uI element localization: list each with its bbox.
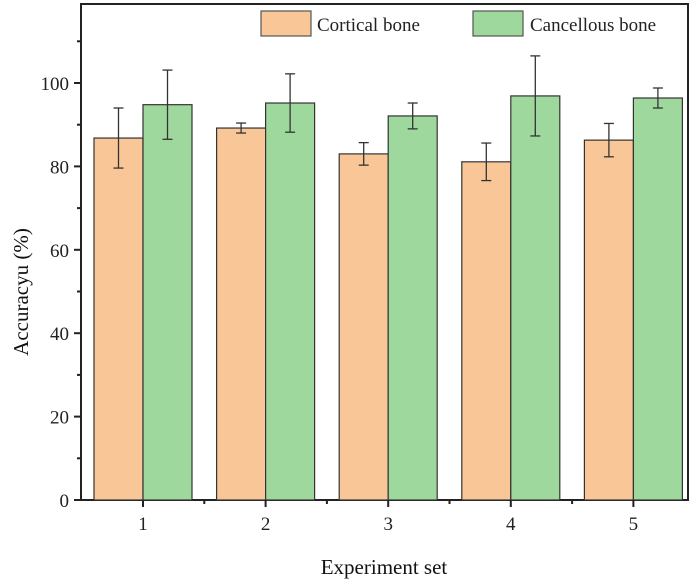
bar-cancellous-3 bbox=[387, 115, 438, 501]
error-bars bbox=[113, 55, 663, 182]
error-bar-cortical-3 bbox=[358, 141, 369, 166]
bar-cortical-4 bbox=[461, 161, 512, 501]
bar-cancellous-4 bbox=[510, 95, 561, 501]
bars bbox=[93, 95, 684, 501]
bar-cortical-3 bbox=[338, 153, 389, 501]
y-tick-label: 60 bbox=[50, 241, 69, 262]
error-bar-cortical-5 bbox=[603, 122, 614, 158]
legend-swatch-cancellous bbox=[472, 10, 524, 37]
legend-swatch-cortical bbox=[260, 10, 312, 37]
error-bar-cancellous-3 bbox=[407, 102, 418, 130]
legend: Cortical bone Cancellous bone bbox=[260, 10, 656, 37]
error-bar-cancellous-2 bbox=[285, 73, 296, 133]
y-tick-label: 20 bbox=[50, 408, 69, 429]
error-bar-cancellous-5 bbox=[652, 87, 663, 109]
bar-cancellous-5 bbox=[632, 97, 684, 501]
y-tick-label: 0 bbox=[60, 491, 70, 512]
x-tick-label: 3 bbox=[383, 514, 393, 535]
error-bar-cortical-1 bbox=[113, 107, 124, 169]
y-axis-title: Accuracyu (%) bbox=[9, 228, 33, 356]
y-tick-label: 80 bbox=[50, 157, 69, 178]
bar-cortical-5 bbox=[583, 139, 635, 501]
error-bar-cancellous-4 bbox=[530, 55, 541, 137]
bar-cortical-1 bbox=[93, 137, 144, 501]
legend-label-cancellous: Cancellous bone bbox=[530, 15, 656, 36]
x-tick-label: 4 bbox=[506, 514, 516, 535]
x-tick-label: 2 bbox=[261, 514, 271, 535]
bar-cortical-2 bbox=[216, 127, 267, 501]
y-tick-label: 40 bbox=[50, 324, 69, 345]
error-bar-cortical-4 bbox=[481, 142, 492, 182]
x-tick-label: 1 bbox=[138, 514, 148, 535]
legend-label-cortical: Cortical bone bbox=[317, 15, 420, 36]
bar-cancellous-2 bbox=[265, 102, 316, 501]
bar-cancellous-1 bbox=[142, 104, 193, 501]
error-bar-cortical-2 bbox=[236, 122, 247, 134]
axes: 0 20 40 60 80 100 1 2 3 4 5 bbox=[41, 40, 639, 535]
error-bar-cancellous-1 bbox=[162, 69, 173, 140]
x-tick-label: 5 bbox=[629, 514, 639, 535]
y-tick-label: 100 bbox=[41, 74, 70, 95]
x-axis-title: Experiment set bbox=[321, 555, 448, 579]
